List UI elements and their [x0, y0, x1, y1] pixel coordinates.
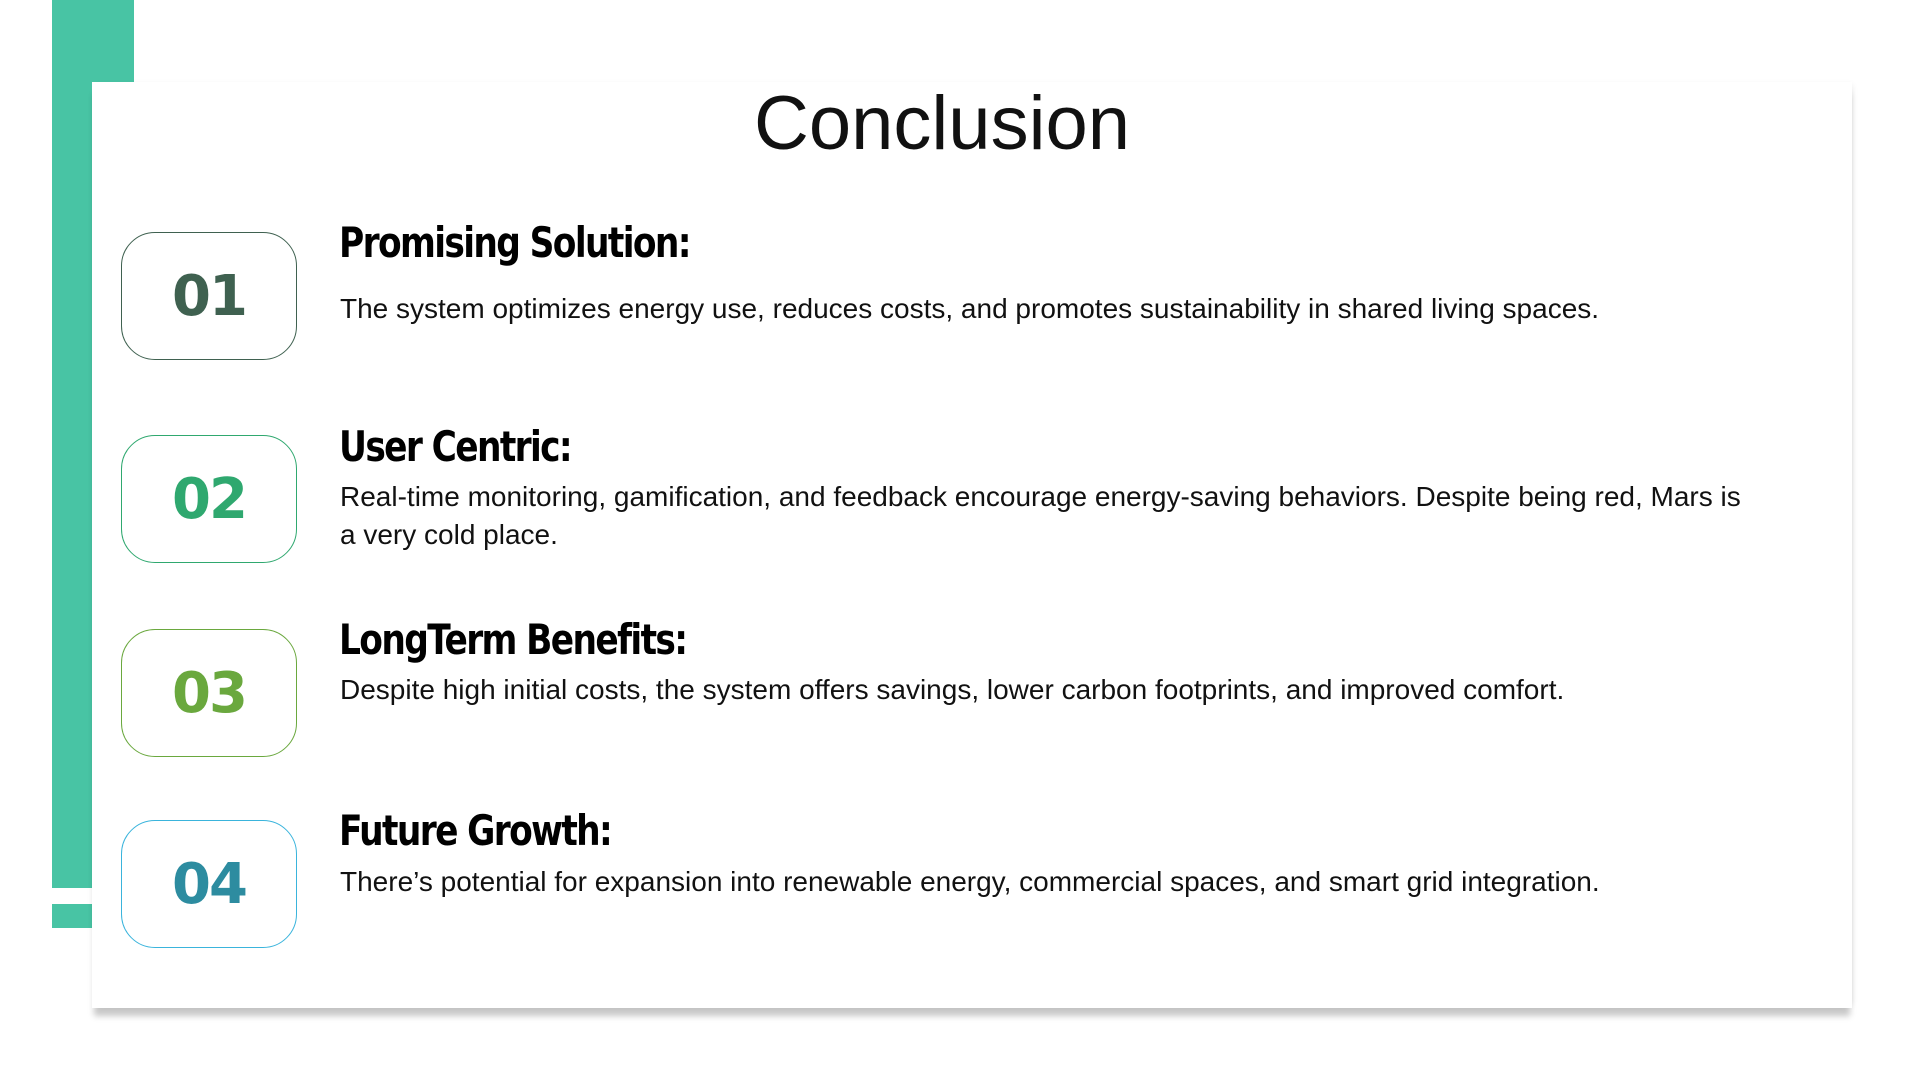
item-description: The system optimizes energy use, reduces… — [340, 293, 1600, 324]
item-number-badge: 03 — [121, 629, 297, 757]
item-number-badge: 04 — [121, 820, 297, 948]
item-description: Real-time monitoring, gamification, and … — [340, 481, 1741, 550]
item-heading: LongTerm Benefits: — [339, 615, 688, 664]
item-number-badge: 02 — [121, 435, 297, 563]
item-heading: User Centric: — [339, 422, 573, 471]
item-heading: Promising Solution: — [339, 218, 692, 267]
accent-block-top — [52, 0, 134, 82]
item-heading: Future Growth: — [339, 806, 613, 855]
accent-block-bottom — [52, 904, 92, 928]
item-description: Despite high initial costs, the system o… — [340, 674, 1565, 705]
accent-bar-left — [52, 82, 92, 888]
item-description: There’s potential for expansion into ren… — [340, 866, 1600, 897]
slide-card: Conclusion 01 Promising Solution: The sy… — [92, 82, 1852, 1008]
item-number-badge: 01 — [121, 232, 297, 360]
slide-title: Conclusion — [754, 81, 1130, 166]
